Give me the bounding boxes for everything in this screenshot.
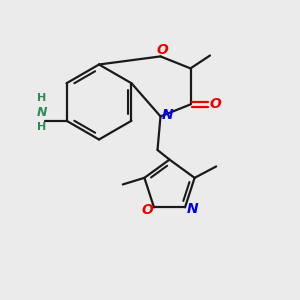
Text: N: N bbox=[161, 108, 173, 122]
Text: O: O bbox=[156, 43, 168, 57]
Text: N: N bbox=[37, 106, 47, 119]
Text: H: H bbox=[37, 122, 46, 132]
Text: O: O bbox=[142, 203, 153, 218]
Text: O: O bbox=[209, 98, 221, 111]
Text: N: N bbox=[187, 202, 198, 216]
Text: H: H bbox=[37, 93, 46, 103]
